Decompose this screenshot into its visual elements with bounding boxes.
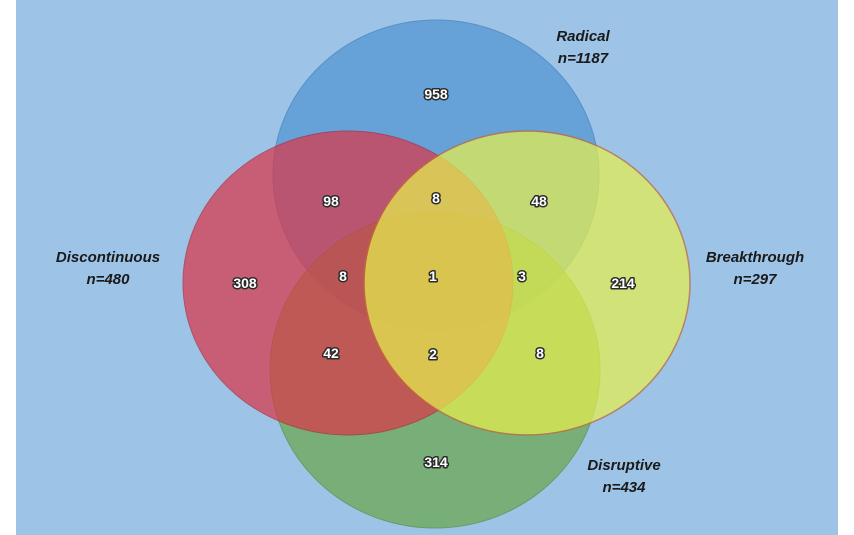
count-all-four: 1 [429, 268, 437, 284]
count-radical-discontinuous: 98 [323, 193, 339, 209]
count-breakthrough-only: 214 [611, 275, 635, 291]
discontinuous-n-label: n=480 [87, 271, 131, 288]
count-radical-discontinuous-breakthrough: 8 [432, 190, 440, 206]
breakthrough-circle [363, 130, 691, 436]
disruptive-label: Disruptive [587, 457, 660, 474]
discontinuous-label: Discontinuous [56, 249, 160, 266]
count-disruptive-only: 314 [424, 454, 448, 470]
count-radical-only: 958 [424, 86, 448, 102]
breakthrough-n-label: n=297 [734, 271, 778, 288]
radical-label: Radical [556, 28, 610, 45]
radical-n-label: n=1187 [558, 50, 609, 67]
count-radical-discontinuous-disruptive: 8 [339, 268, 347, 284]
count-discontinuous-breakthrough-disruptive: 2 [429, 346, 437, 362]
disruptive-n-label: n=434 [603, 479, 647, 496]
breakthrough-label: Breakthrough [706, 249, 804, 266]
count-discontinuous-disruptive: 42 [323, 345, 339, 361]
count-radical-breakthrough-disruptive: 3 [518, 268, 526, 284]
count-radical-breakthrough: 48 [531, 193, 547, 209]
count-breakthrough-disruptive: 8 [536, 345, 544, 361]
count-discontinuous-only: 308 [233, 275, 257, 291]
